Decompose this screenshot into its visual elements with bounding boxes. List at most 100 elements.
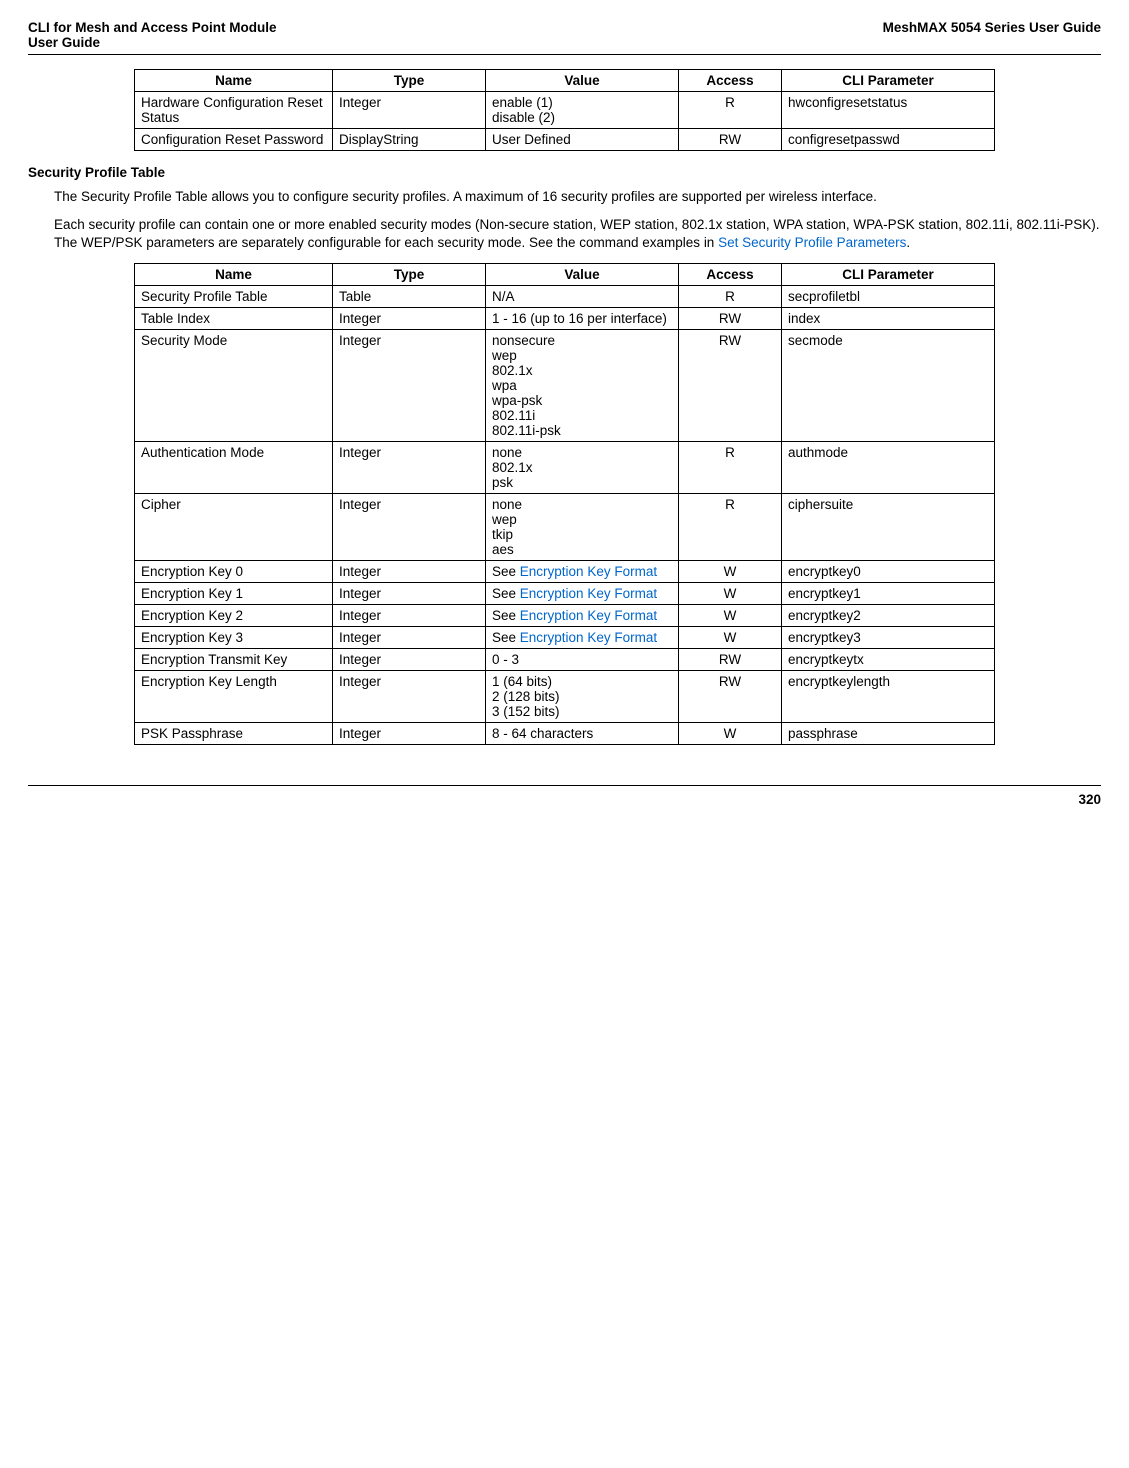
cell-access: R xyxy=(679,493,782,560)
cell-type: Integer xyxy=(333,722,486,744)
table-row: PSK PassphraseInteger8 - 64 charactersWp… xyxy=(135,722,995,744)
cell-cli: configresetpasswd xyxy=(782,129,995,151)
cell-type: Integer xyxy=(333,329,486,441)
cell-name: Cipher xyxy=(135,493,333,560)
cell-name: Encryption Key 0 xyxy=(135,560,333,582)
cell-cli: index xyxy=(782,307,995,329)
cell-name: Configuration Reset Password xyxy=(135,129,333,151)
cell-access: W xyxy=(679,604,782,626)
cell-name: Encryption Key 1 xyxy=(135,582,333,604)
cell-type: Integer xyxy=(333,560,486,582)
header-rule xyxy=(28,54,1101,55)
cell-type: Integer xyxy=(333,604,486,626)
col-cli: CLI Parameter xyxy=(782,263,995,285)
cell-type: Table xyxy=(333,285,486,307)
cell-cli: encryptkeytx xyxy=(782,648,995,670)
cell-cli: hwconfigresetstatus xyxy=(782,92,995,129)
table-row: Encryption Key 3IntegerSee Encryption Ke… xyxy=(135,626,995,648)
cell-cli: authmode xyxy=(782,441,995,493)
cell-cli: ciphersuite xyxy=(782,493,995,560)
cell-type: Integer xyxy=(333,493,486,560)
cell-name: Authentication Mode xyxy=(135,441,333,493)
cell-name: Encryption Key Length xyxy=(135,670,333,722)
cell-value: none802.1xpsk xyxy=(486,441,679,493)
col-type: Type xyxy=(333,70,486,92)
cell-value: See Encryption Key Format xyxy=(486,582,679,604)
table-row: Encryption Key 0IntegerSee Encryption Ke… xyxy=(135,560,995,582)
table-row: Encryption Transmit KeyInteger0 - 3RWenc… xyxy=(135,648,995,670)
encryption-key-format-link[interactable]: Encryption Key Format xyxy=(520,564,657,579)
cell-access: RW xyxy=(679,670,782,722)
encryption-key-format-link[interactable]: Encryption Key Format xyxy=(520,608,657,623)
page-header: CLI for Mesh and Access Point Module Use… xyxy=(28,20,1101,50)
table-header-row: Name Type Value Access CLI Parameter xyxy=(135,263,995,285)
col-name: Name xyxy=(135,263,333,285)
cell-value: enable (1)disable (2) xyxy=(486,92,679,129)
table-row: Authentication ModeIntegernone802.1xpskR… xyxy=(135,441,995,493)
header-left-line2: User Guide xyxy=(28,35,277,50)
col-value: Value xyxy=(486,263,679,285)
table-row: Security Profile TableTableN/ARsecprofil… xyxy=(135,285,995,307)
cell-cli: encryptkey0 xyxy=(782,560,995,582)
cell-name: Hardware Configuration Reset Status xyxy=(135,92,333,129)
cell-value: 8 - 64 characters xyxy=(486,722,679,744)
col-value: Value xyxy=(486,70,679,92)
cell-value: nonsecurewep802.1xwpawpa-psk802.11i802.1… xyxy=(486,329,679,441)
cell-value: See Encryption Key Format xyxy=(486,626,679,648)
page-number: 320 xyxy=(28,792,1101,807)
cell-type: Integer xyxy=(333,648,486,670)
cell-name: Encryption Key 2 xyxy=(135,604,333,626)
cell-access: RW xyxy=(679,329,782,441)
cell-cli: encryptkey2 xyxy=(782,604,995,626)
header-left-line1: CLI for Mesh and Access Point Module xyxy=(28,20,277,35)
cell-access: R xyxy=(679,285,782,307)
cell-value: User Defined xyxy=(486,129,679,151)
set-security-profile-parameters-link[interactable]: Set Security Profile Parameters xyxy=(718,235,906,250)
table-row: Security ModeIntegernonsecurewep802.1xwp… xyxy=(135,329,995,441)
table-row: Encryption Key LengthInteger1 (64 bits)2… xyxy=(135,670,995,722)
col-name: Name xyxy=(135,70,333,92)
para2a: Each security profile can contain one or… xyxy=(54,217,1100,250)
cell-name: Security Profile Table xyxy=(135,285,333,307)
cell-access: W xyxy=(679,560,782,582)
section-para2: Each security profile can contain one or… xyxy=(54,216,1101,252)
encryption-key-format-link[interactable]: Encryption Key Format xyxy=(520,630,657,645)
cell-access: R xyxy=(679,441,782,493)
cell-access: W xyxy=(679,626,782,648)
encryption-key-format-link[interactable]: Encryption Key Format xyxy=(520,586,657,601)
cell-access: W xyxy=(679,722,782,744)
cell-name: Encryption Transmit Key xyxy=(135,648,333,670)
table-row: Encryption Key 2IntegerSee Encryption Ke… xyxy=(135,604,995,626)
cell-cli: encryptkey1 xyxy=(782,582,995,604)
cell-name: Encryption Key 3 xyxy=(135,626,333,648)
table-row: Hardware Configuration Reset StatusInteg… xyxy=(135,92,995,129)
cell-cli: secmode xyxy=(782,329,995,441)
cell-name: Security Mode xyxy=(135,329,333,441)
cell-type: Integer xyxy=(333,307,486,329)
para2b: . xyxy=(906,235,910,250)
header-right: MeshMAX 5054 Series User Guide xyxy=(883,20,1101,50)
col-access: Access xyxy=(679,263,782,285)
cell-value: N/A xyxy=(486,285,679,307)
cell-access: RW xyxy=(679,648,782,670)
table-security-profile: Name Type Value Access CLI Parameter Sec… xyxy=(134,263,995,745)
cell-value: See Encryption Key Format xyxy=(486,560,679,582)
footer-rule xyxy=(28,785,1101,786)
table-row: Encryption Key 1IntegerSee Encryption Ke… xyxy=(135,582,995,604)
cell-type: Integer xyxy=(333,670,486,722)
table-header-row: Name Type Value Access CLI Parameter xyxy=(135,70,995,92)
section-para1: The Security Profile Table allows you to… xyxy=(54,188,1101,206)
cell-value: noneweptkipaes xyxy=(486,493,679,560)
cell-name: PSK Passphrase xyxy=(135,722,333,744)
table-row: Table IndexInteger1 - 16 (up to 16 per i… xyxy=(135,307,995,329)
cell-access: RW xyxy=(679,129,782,151)
cell-type: Integer xyxy=(333,92,486,129)
cell-name: Table Index xyxy=(135,307,333,329)
col-access: Access xyxy=(679,70,782,92)
section-title: Security Profile Table xyxy=(28,165,1101,180)
cell-type: Integer xyxy=(333,441,486,493)
cell-type: DisplayString xyxy=(333,129,486,151)
col-cli: CLI Parameter xyxy=(782,70,995,92)
cell-value: 0 - 3 xyxy=(486,648,679,670)
cell-cli: secprofiletbl xyxy=(782,285,995,307)
